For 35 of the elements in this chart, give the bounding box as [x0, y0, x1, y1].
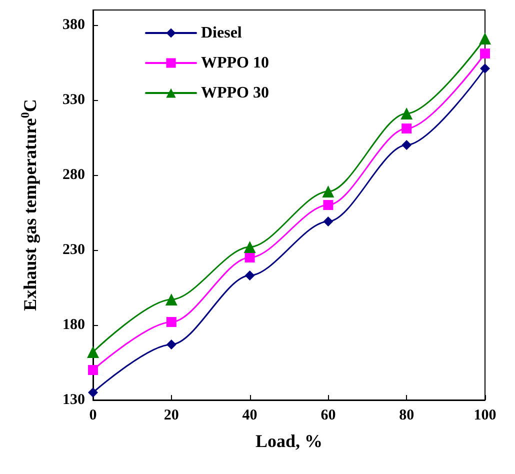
x-tick-label: 100 [474, 408, 496, 424]
y-tick-label: 230 [62, 242, 85, 258]
y-tick-label: 330 [62, 92, 85, 108]
point [402, 124, 412, 134]
point [166, 317, 176, 327]
x-tick-label: 0 [89, 408, 97, 424]
y-tick-label: 280 [62, 167, 85, 183]
legend-label: WPPO 10 [201, 54, 269, 72]
point [400, 108, 413, 120]
y-tick-label: 130 [62, 392, 85, 408]
point [87, 346, 99, 358]
y-axis-title: Exhaust gas temperature0C [18, 99, 40, 311]
legend-label: Diesel [201, 24, 242, 42]
point [402, 140, 412, 150]
y-tick-label: 180 [62, 317, 85, 333]
point [322, 186, 334, 198]
point [480, 48, 490, 58]
point [480, 64, 490, 74]
point [166, 340, 176, 350]
x-tick-label: 80 [399, 408, 414, 424]
point [244, 241, 256, 253]
y-tick-label: 380 [62, 17, 85, 33]
point [323, 216, 334, 226]
x-tick-label: 40 [242, 408, 258, 424]
point [323, 200, 334, 210]
point [88, 388, 98, 398]
point [165, 294, 178, 306]
point [479, 32, 491, 44]
x-axis-title: Load, % [255, 431, 323, 451]
point [88, 365, 98, 375]
x-tick-label: 60 [320, 408, 336, 424]
point [244, 270, 255, 280]
point [244, 252, 255, 262]
x-tick-label: 20 [164, 408, 179, 424]
legend-label: WPPO 30 [201, 84, 269, 102]
